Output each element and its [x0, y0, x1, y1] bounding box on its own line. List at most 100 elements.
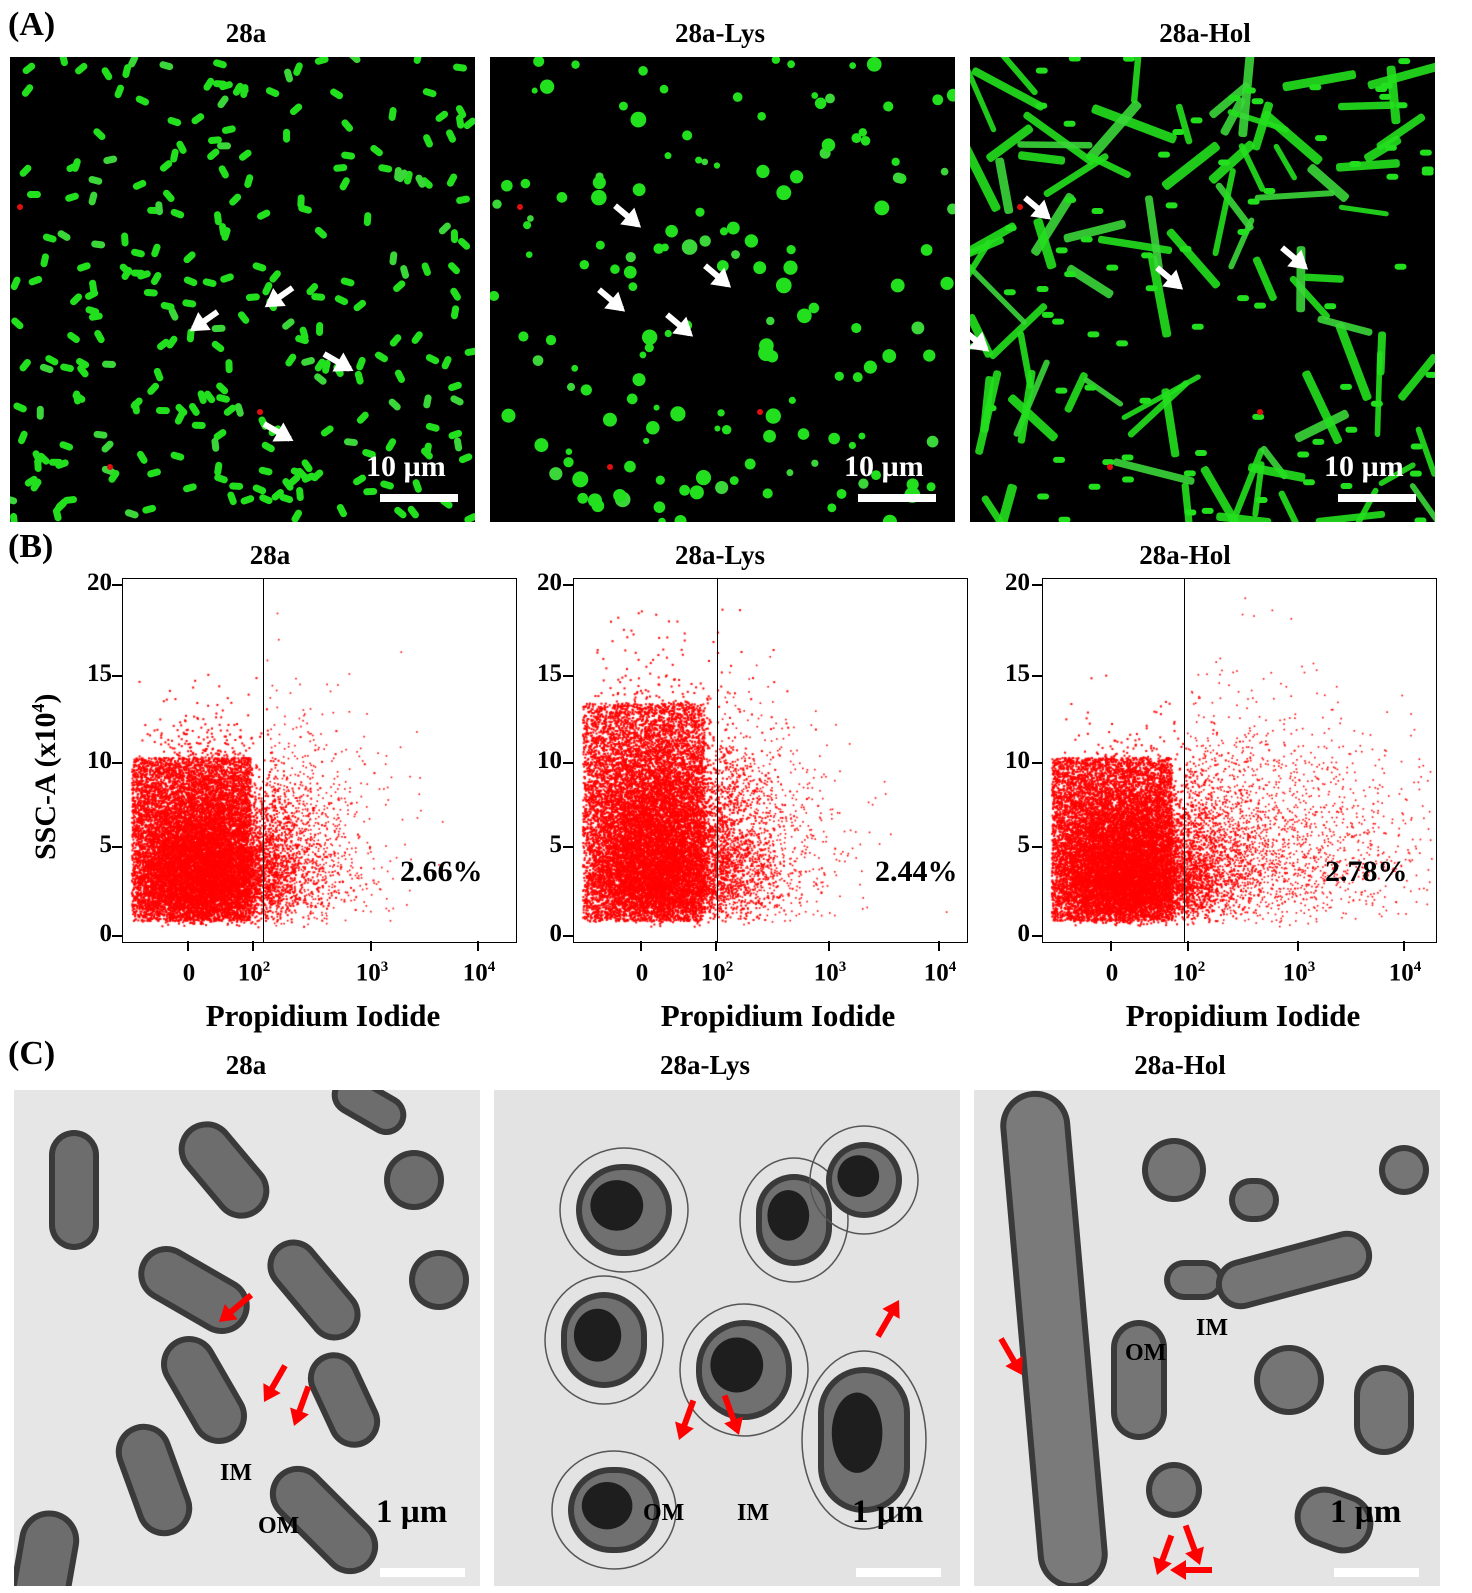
fluorescence-image-28a-hol: [970, 57, 1435, 522]
bacterium-cell: [1191, 323, 1204, 330]
bacterium-cell: [1238, 57, 1255, 138]
bacterium-cell: [91, 240, 106, 249]
bacterium-cell: [906, 478, 919, 491]
bacterium-cell: [463, 117, 475, 130]
bacterium-cell: [801, 1350, 927, 1530]
bacterium-cell: [301, 472, 316, 483]
bacterium-cell: [1247, 198, 1260, 205]
x-tick-mark: [1403, 941, 1405, 951]
bacterium-cell: [1144, 195, 1163, 271]
panel-c-title-1: 28a: [225, 1050, 267, 1080]
bacterium-cell: [218, 165, 229, 179]
bacterium-cell: [1384, 144, 1397, 151]
bacterium-cell: [423, 134, 433, 148]
bacterium-cell: [926, 435, 939, 448]
bacterium-cell: [1376, 113, 1426, 150]
bacterium-cell: [214, 474, 228, 484]
dead-cell-red: [17, 204, 23, 210]
bacterium-cell: [970, 63, 997, 133]
gate-line-3: [1184, 579, 1185, 942]
bacterium-cell: [320, 425, 334, 437]
y-tick-label: 20: [1005, 569, 1030, 597]
bacterium-cell: [787, 60, 796, 69]
bacterium-cell: [1238, 143, 1266, 192]
bacterium-cell: [874, 200, 890, 216]
tem-label-om-3: OM: [1125, 1340, 1167, 1366]
y-tick-label: 5: [99, 830, 113, 858]
bacterium-cell: [539, 79, 555, 94]
dead-cell-red: [107, 464, 113, 470]
bacterium-cell: [987, 483, 1017, 522]
red-arrow-icon: [1182, 1524, 1204, 1565]
bacterium-cell: [269, 270, 281, 283]
bacterium-cell: [1278, 490, 1307, 522]
bacterium-cell: [1410, 443, 1423, 450]
x-tick-label: 104: [923, 959, 957, 987]
bacterium-cell: [147, 382, 160, 395]
bacterium-cell: [940, 167, 949, 176]
bacterium-cell: [525, 251, 533, 258]
x-tick-mark: [828, 941, 830, 951]
bacterium-cell: [834, 371, 844, 381]
panel-c-letter: (C): [8, 1035, 56, 1072]
tem-image-28a-lys: [494, 1090, 960, 1586]
bacterium-cell: [1252, 256, 1277, 302]
y-tick-label: 20: [537, 569, 562, 597]
bacterium-cell: [211, 437, 220, 452]
y-tick-mark: [1032, 845, 1042, 848]
bacterium-cell: [653, 501, 666, 514]
bacterium-cell: [394, 506, 407, 519]
bacterium-cell: [1041, 311, 1054, 318]
bacterium-cell: [695, 470, 712, 486]
white-arrow-icon: [262, 421, 294, 442]
bacterium-cell: [374, 351, 388, 363]
bacterium-cell: [84, 289, 99, 300]
bacterium-cell: [1312, 438, 1325, 445]
bacterium-cell: [170, 451, 185, 461]
x-axis-label-3: Propidium Iodide: [1125, 998, 1361, 1033]
bacterium-cell: [995, 157, 1014, 215]
bacterium-cell: [394, 369, 405, 383]
bacterium-cell: [1307, 164, 1350, 202]
bacterium-cell: [183, 483, 197, 493]
bacterium-cell: [101, 440, 114, 453]
bacterium-cell: [1055, 387, 1068, 394]
bacterium-cell: [212, 80, 227, 88]
red-arrow-icon: [1170, 1560, 1212, 1580]
scale-bar-a1: [380, 494, 458, 502]
bacterium-cell: [591, 189, 607, 206]
scale-bar-a2: [858, 494, 936, 502]
bacterium-cell: [527, 215, 534, 222]
bacterium-cell: [1080, 236, 1093, 243]
y-tick-label: 0: [549, 919, 563, 947]
bacterium-cell: [1035, 102, 1048, 109]
bacterium-cell: [178, 1121, 270, 1219]
bacterium-cell: [354, 370, 364, 385]
y-tick-mark: [112, 845, 122, 848]
bacterium-cell: [183, 251, 196, 264]
bacterium-cell: [1017, 369, 1036, 444]
bacterium-cell: [1166, 228, 1221, 289]
dead-cell-percent-3: 2.78%: [1325, 855, 1408, 888]
bacterium-cell: [385, 438, 397, 452]
tem-label-im-1: IM: [220, 1460, 252, 1486]
bacterium-cell: [1003, 289, 1016, 296]
bacterium-cell: [341, 119, 354, 132]
bacterium-cell: [176, 140, 187, 154]
red-arrow-icon: [675, 1399, 697, 1440]
bacterium-cell: [220, 273, 234, 283]
bacterium-cell: [717, 409, 725, 417]
bacterium-cell: [1106, 264, 1119, 271]
bacterium-cell: [1122, 476, 1135, 483]
bacterium-cell: [1085, 100, 1142, 163]
bacterium-cell: [213, 59, 227, 69]
bacterium-cell: [153, 367, 164, 382]
bacterium-cell: [450, 395, 464, 406]
bacterium-cell: [1252, 461, 1265, 518]
bacterium-cell: [1181, 482, 1196, 522]
bacterium-cell: [1379, 93, 1392, 100]
bacterium-cell: [1254, 1345, 1324, 1415]
bacterium-cell: [644, 343, 654, 353]
bacterium-cell: [438, 222, 451, 235]
bacterium-cell: [400, 265, 410, 279]
